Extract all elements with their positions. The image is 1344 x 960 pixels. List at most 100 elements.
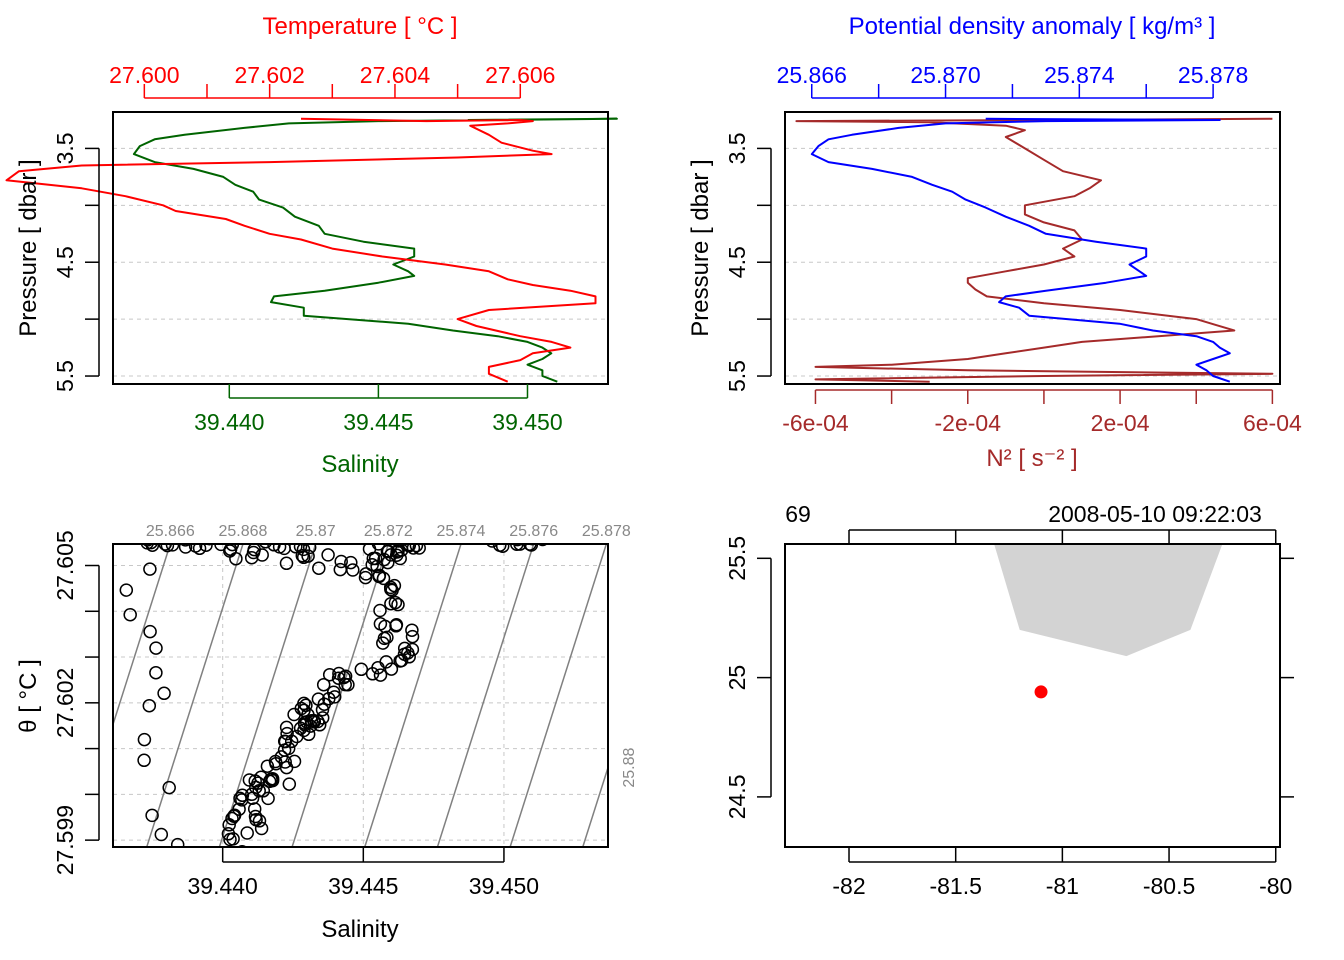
ts-point	[509, 510, 521, 522]
ts-point	[280, 726, 294, 741]
ts-point	[312, 482, 324, 494]
ts-point	[505, 508, 517, 520]
ts-point	[344, 555, 358, 570]
ts-point	[158, 544, 172, 551]
ts-point	[239, 845, 248, 847]
pressure-axis-label-2: Pressure [ dbar ]	[687, 159, 714, 336]
ts-point	[114, 501, 126, 513]
ts-isopycnal-labels: 25.866 25.868 25.87 25.872 25.874 25.876 25.87…	[146, 523, 638, 788]
ts-point	[225, 811, 239, 826]
ts-point	[331, 511, 343, 523]
pressure-axis-left: 3.5 4.5 5.5	[52, 132, 100, 392]
ts-point	[389, 618, 404, 632]
isopycnal-line	[582, 765, 608, 847]
station-marker	[1034, 685, 1048, 699]
pressure-axis-tick-label: 5.5	[52, 360, 78, 392]
ts-point	[523, 494, 535, 506]
ts-point	[118, 512, 130, 524]
map-land	[994, 544, 1223, 657]
ts-theta-axis-tick-label: 27.602	[52, 668, 78, 738]
ts-point	[517, 488, 529, 500]
ts-point	[284, 734, 299, 749]
temperature-axis-tick-label: 27.602	[234, 62, 304, 88]
ts-point	[251, 466, 263, 478]
density-profile-line	[810, 117, 1231, 383]
ts-point	[393, 551, 407, 566]
ts-point	[254, 465, 266, 477]
ts-point	[149, 641, 163, 655]
ts-point	[275, 462, 287, 474]
ts-isopycnals	[113, 544, 608, 847]
ts-diagram-panel: 25.866 25.868 25.87 25.872 25.874 25.876 25.87…	[15, 457, 638, 943]
map-latitude-axis-tick-label: 24.5	[724, 775, 750, 820]
ts-point	[244, 550, 259, 565]
ts-point	[373, 603, 387, 618]
ts-point	[144, 498, 156, 510]
isopycnal-label: 25.87	[296, 523, 336, 540]
ts-point	[251, 776, 265, 790]
map-station-number: 69	[785, 501, 811, 527]
ts-theta-axis: 27.599 27.602 27.605	[52, 530, 100, 875]
map-station	[1034, 685, 1048, 699]
ts-point	[307, 481, 319, 493]
ts-point	[340, 495, 352, 507]
isopycnal-line	[509, 544, 608, 847]
pressure-axis-tick-label: 3.5	[52, 132, 78, 164]
ts-point	[365, 511, 377, 523]
ts-point	[243, 457, 255, 469]
n2-axis: -6e-04 -2e-04 2e-04 6e-04	[782, 389, 1302, 436]
ts-point	[299, 467, 311, 479]
ts-point	[272, 465, 284, 477]
ts-point	[337, 670, 351, 685]
ts-theta-label: θ [ °C ]	[15, 659, 42, 733]
ts-point	[498, 509, 510, 521]
ts-point	[145, 544, 160, 552]
map-longitude-axis-tick-label: -80	[1259, 873, 1292, 899]
ts-point	[133, 511, 145, 523]
ts-salinity-axis-tick-label: 39.445	[328, 873, 398, 899]
ts-point	[160, 544, 175, 553]
ts-point	[284, 483, 296, 495]
ts-point	[233, 791, 247, 806]
ts-point	[265, 773, 280, 788]
n2-axis-tick-label: -6e-04	[782, 410, 849, 436]
density-axis-tick-label: 25.878	[1178, 62, 1248, 88]
ts-point	[514, 491, 526, 503]
profile-density-lines	[795, 117, 1274, 383]
map-frame	[784, 543, 1281, 848]
density-axis-tick-label: 25.870	[910, 62, 980, 88]
ts-salinity-axis: 39.440 39.445 39.450	[188, 848, 539, 899]
salinity-axis-tick-label: 39.440	[194, 409, 264, 435]
ts-point	[384, 662, 399, 676]
ts-point	[327, 690, 342, 704]
ts-salinity-axis-tick-label: 39.440	[188, 873, 258, 899]
ts-point	[240, 826, 254, 840]
ts-point	[266, 477, 278, 489]
ts-point	[326, 685, 341, 699]
ts-point	[527, 471, 539, 483]
ts-point	[180, 544, 191, 547]
ts-point	[409, 544, 424, 553]
ts-point	[252, 814, 267, 828]
ts-point	[446, 512, 458, 524]
ts-point	[246, 466, 258, 478]
salinity-axis: 39.440 39.445 39.450	[194, 384, 563, 435]
isopycnal-label: 25.878	[582, 523, 631, 540]
ts-point	[261, 791, 275, 806]
ts-point	[289, 544, 303, 554]
profile-ts-grid	[113, 147, 608, 377]
ts-point	[248, 809, 263, 824]
ts-point	[308, 471, 320, 483]
ts-point	[372, 569, 386, 584]
ts-point	[165, 854, 177, 866]
isopycnal-label: 25.872	[364, 523, 413, 540]
ts-point	[496, 519, 508, 531]
map-right-axis	[1280, 557, 1294, 798]
ts-point	[247, 802, 262, 816]
ts-point	[154, 827, 169, 842]
ts-point	[178, 544, 193, 554]
ts-point	[123, 607, 137, 622]
ts-point	[516, 504, 528, 516]
ts-point	[519, 477, 531, 489]
temperature-axis-tick-label: 27.600	[109, 62, 179, 88]
